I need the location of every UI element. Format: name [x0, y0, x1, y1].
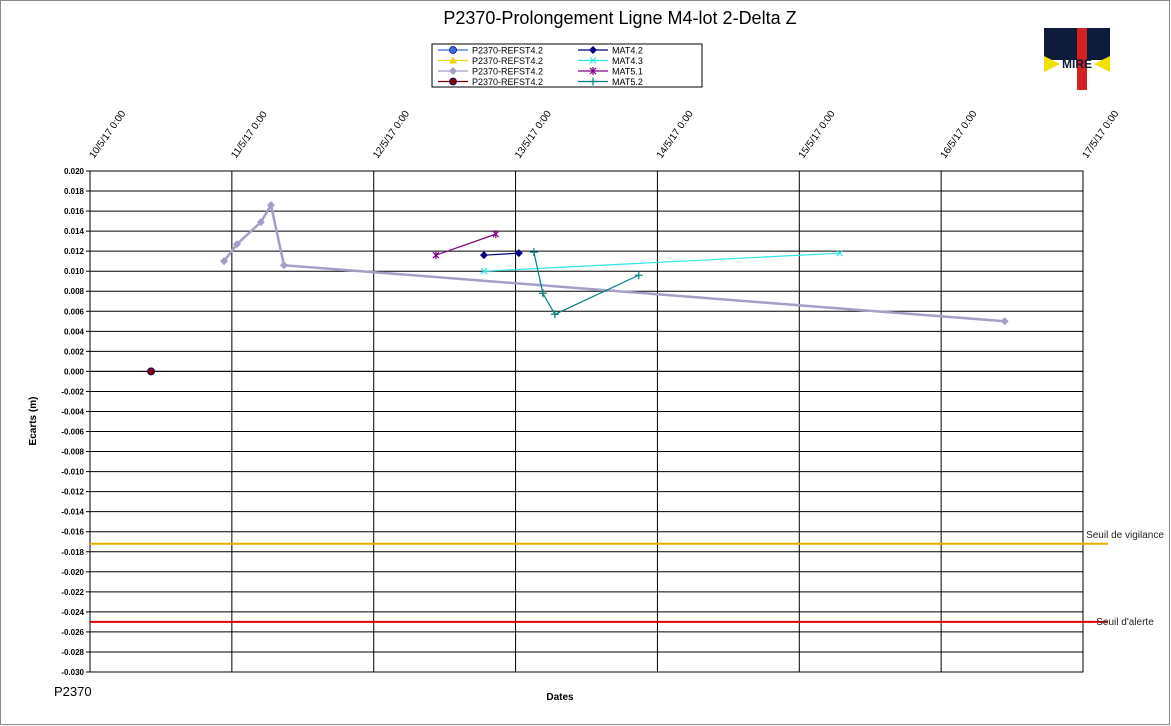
threshold-label: Seuil de vigilance [1086, 529, 1164, 541]
y-tick-label: 0.020 [64, 167, 85, 176]
data-point [147, 367, 155, 376]
legend-label: P2370-REFST4.2 [472, 56, 543, 66]
series-line [435, 233, 497, 256]
x-axis-label: Dates [546, 692, 574, 703]
legend-label: P2370-REFST4.2 [472, 67, 543, 77]
series-line [483, 252, 840, 272]
series-line [483, 252, 519, 256]
y-tick-label: -0.022 [61, 588, 84, 597]
y-tick-label: -0.008 [61, 448, 84, 457]
data-point [219, 257, 228, 266]
data-point [492, 230, 500, 239]
series-line [222, 201, 1005, 323]
data-point [256, 218, 265, 227]
y-tick-label: 0.012 [64, 247, 85, 256]
y-tick-label: -0.006 [61, 428, 84, 437]
data-point [479, 251, 488, 260]
logo-bar [1077, 28, 1087, 90]
y-tick-label: -0.014 [61, 508, 84, 517]
legend-marker [449, 67, 457, 75]
legend-marker [589, 46, 597, 54]
y-tick-label: 0.014 [64, 227, 85, 236]
y-tick-label: 0.008 [64, 287, 85, 296]
y-tick-label: 0.004 [64, 327, 85, 336]
data-point [279, 261, 288, 270]
legend-label: MAT4.3 [612, 56, 643, 66]
y-tick-label: -0.010 [61, 468, 84, 477]
data-point [232, 240, 241, 249]
data-point [634, 271, 643, 280]
footer-label: P2370 [54, 684, 92, 699]
data-point [1000, 317, 1009, 326]
legend-marker [449, 46, 457, 54]
data-point [550, 310, 559, 319]
y-tick-label: -0.016 [61, 528, 84, 537]
y-tick-label: -0.018 [61, 548, 84, 557]
y-tick-label: -0.002 [61, 387, 84, 396]
threshold-label: Seuil d'alerte [1096, 616, 1154, 628]
legend-label: MAT4.2 [612, 46, 643, 56]
data-point [538, 289, 547, 298]
logo-arrow-left [1044, 56, 1060, 72]
y-tick-label: -0.024 [61, 608, 84, 617]
data-point [266, 201, 275, 210]
y-tick-label: -0.012 [61, 488, 84, 497]
legend-label: MAT5.2 [612, 77, 643, 87]
logo-text: MIRE [1062, 57, 1092, 71]
legend-marker [449, 56, 457, 64]
data-point [529, 248, 538, 257]
data-point [432, 251, 440, 260]
data-point [514, 249, 523, 258]
legend-marker [589, 57, 597, 64]
y-tick-label: 0.006 [64, 307, 85, 316]
series-line [533, 252, 640, 316]
logo: MIRE [1044, 28, 1110, 90]
legend-label: MAT5.1 [612, 67, 643, 77]
y-tick-label: -0.004 [61, 407, 84, 416]
logo-arrow-right [1094, 56, 1110, 72]
y-tick-label: 0.018 [64, 187, 85, 196]
y-tick-label: -0.020 [61, 568, 84, 577]
legend-label: P2370-REFST4.2 [472, 77, 543, 87]
y-tick-label: 0.010 [64, 267, 85, 276]
chart-title: P2370-Prolongement Ligne M4-lot 2-Delta … [443, 8, 796, 28]
legend-box [431, 43, 703, 88]
legend-marker [449, 77, 457, 86]
y-tick-label: -0.026 [61, 628, 84, 637]
legend-marker [589, 67, 597, 75]
plot-area [89, 170, 1084, 673]
y-axis-label: Ecarts (m) [28, 397, 39, 446]
y-tick-label: 0.000 [64, 367, 85, 376]
y-tick-label: 0.002 [64, 347, 85, 356]
data-point [480, 267, 488, 275]
legend-marker [589, 77, 597, 86]
y-tick-label: 0.016 [64, 207, 85, 216]
y-tick-label: -0.030 [61, 668, 84, 677]
data-point [836, 249, 844, 257]
legend-label: P2370-REFST4.2 [472, 46, 543, 56]
y-tick-label: -0.028 [61, 648, 84, 657]
